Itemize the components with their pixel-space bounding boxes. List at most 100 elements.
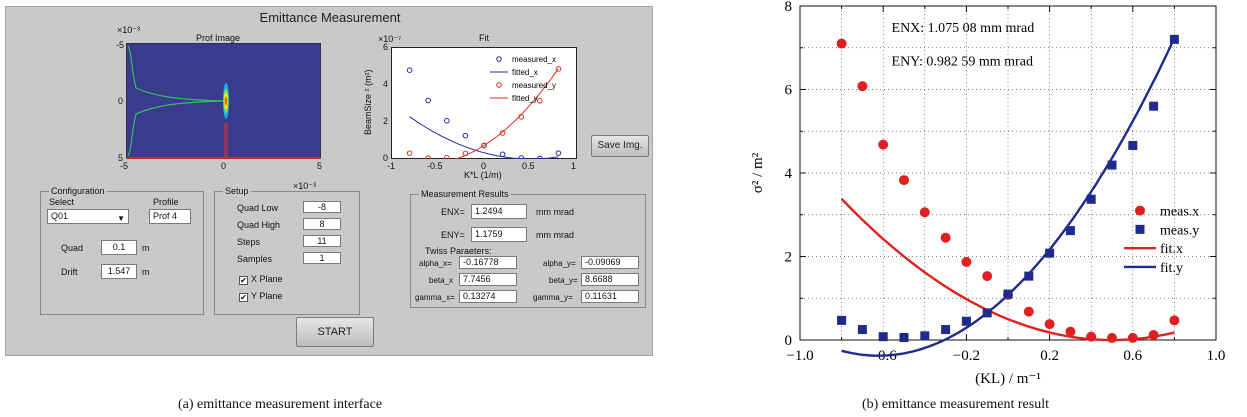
prof-y-tick: 0: [118, 96, 123, 106]
twiss-label: Twiss Paraeters:: [425, 246, 492, 256]
fit-x-tick: -1: [387, 161, 395, 171]
meas-y-point: [1170, 35, 1179, 44]
eny-label: ENY=: [441, 230, 465, 240]
legend-label: meas.x: [1160, 205, 1199, 220]
fit-x-tick: -0.5: [427, 161, 443, 171]
meas-x-point: [920, 207, 930, 217]
alpha-y-label: alpha_y=: [543, 259, 576, 268]
y-plane-checkbox[interactable]: ✔ Y Plane: [239, 291, 282, 302]
quad-high-field[interactable]: 8: [303, 218, 341, 230]
profile-label: Profile: [153, 197, 179, 207]
enx-unit: mm mrad: [536, 207, 574, 217]
quad-select-dropdown[interactable]: Q01 ▼: [47, 209, 129, 224]
beta-x-field: 7.7456: [459, 273, 517, 286]
meas-x-point: [961, 257, 971, 267]
beta-y-label: beta_y=: [549, 276, 578, 285]
legend-marker-meas-x: [1135, 206, 1145, 216]
steps-field[interactable]: 11: [303, 235, 341, 247]
x-tick-label: 0.6: [1123, 348, 1142, 364]
quad-length-field[interactable]: 0.1: [101, 240, 137, 255]
chevron-down-icon: ▼: [117, 212, 125, 224]
fit-xlabel: K*L (1/m): [464, 170, 502, 180]
legend-label: fit.y: [1160, 261, 1183, 276]
prof-image-title: Prof Image: [196, 33, 240, 43]
window-title: Emittance Measurement: [6, 10, 654, 25]
fit-legend-label: fitted_x: [512, 68, 538, 77]
x-plane-label: X Plane: [251, 274, 283, 284]
meas-x-point: [1149, 330, 1159, 340]
meas-y-point: [879, 332, 888, 341]
fit-title: Fit: [479, 33, 489, 43]
meas-y-point: [1066, 226, 1075, 235]
meas-y-point: [858, 325, 867, 334]
gamma-x-field: 0.13274: [459, 290, 517, 303]
meas-y-point: [962, 317, 971, 326]
measurement-results-group: Measurement Results ENX= 1.2494 mm mrad …: [410, 194, 646, 308]
fit-y-tick: 2: [383, 116, 388, 126]
legend-marker-meas-y: [1136, 225, 1145, 234]
legend-label: fit.x: [1160, 242, 1183, 257]
meas-x-point: [899, 175, 909, 185]
fit-y-tick: 6: [383, 42, 388, 52]
meas-x-point: [878, 140, 888, 150]
setup-group: Setup ×10⁻³ Quad Low -8 Quad High 8 Step…: [214, 191, 360, 315]
quad-unit: m: [142, 243, 150, 253]
check-icon: ✔: [239, 293, 248, 302]
fit-legend-label: fitted_y: [512, 94, 538, 103]
enx-annotation: ENX: 1.075 08 mm mrad: [892, 21, 1035, 36]
drift-length-field[interactable]: 1.547: [101, 264, 137, 279]
fit-x-line: [842, 199, 1175, 340]
quad-low-field[interactable]: -8: [303, 201, 341, 213]
fit-y-line: [842, 38, 1175, 356]
gamma-y-field: 0.11631: [581, 290, 639, 303]
start-button[interactable]: START: [296, 317, 374, 347]
eny-value-field: 1.1759: [471, 227, 527, 242]
steps-label: Steps: [237, 237, 260, 247]
alpha-y-field: -0.09069: [581, 256, 639, 269]
prof-image-exponent: ×10⁻³: [117, 25, 140, 36]
configuration-group: Configuration Select Q01 ▼ Profile Prof …: [40, 191, 204, 315]
profile-field[interactable]: Prof 4: [149, 209, 191, 224]
legend-label: meas.y: [1160, 223, 1199, 238]
fit-exponent: ×10⁻⁷: [378, 34, 401, 45]
alpha-x-field: -0.16778: [459, 256, 517, 269]
drift-label: Drift: [61, 267, 78, 277]
prof-y-tick: -5: [116, 40, 124, 50]
x-tick-label: −0.2: [953, 348, 980, 364]
meas-x-point: [1086, 332, 1096, 342]
meas-x-point: [1128, 333, 1138, 343]
meas-x-point: [1169, 315, 1179, 325]
quad-select-value: Q01: [51, 211, 68, 221]
meas-y-point: [900, 333, 909, 342]
y-tick-label: 6: [785, 83, 793, 99]
check-icon: ✔: [239, 276, 248, 285]
fit-x-tick: 1: [571, 161, 576, 171]
meas-y-point: [1087, 195, 1096, 204]
y-axis-label: σ² / m²: [750, 152, 766, 193]
fit-y-tick: 4: [383, 79, 388, 89]
y-tick-label: 0: [785, 333, 793, 349]
drift-unit: m: [142, 267, 150, 277]
samples-field[interactable]: 1: [303, 252, 341, 264]
meas-y-point: [1004, 290, 1013, 299]
meas-x-point: [837, 39, 847, 49]
x-tick-label: −1.0: [786, 348, 813, 364]
x-tick-label: 0.2: [1040, 348, 1059, 364]
y-tick-label: 2: [785, 250, 793, 266]
meas-y-point: [1108, 161, 1117, 170]
quad-label: Quad: [61, 243, 83, 253]
prof-x-tick: 0: [221, 161, 226, 171]
meas-x-point: [1065, 327, 1075, 337]
fit-plot-axes: measured_xfitted_xmeasured_yfitted_y: [391, 47, 577, 159]
x-tick-label: 1.0: [1207, 348, 1226, 364]
beta-x-label: beta_x: [429, 276, 453, 285]
meas-y-point: [1128, 141, 1137, 150]
x-plane-checkbox[interactable]: ✔ X Plane: [239, 274, 283, 285]
enx-value-field: 1.2494: [471, 204, 527, 219]
save-image-button[interactable]: Save Img.: [591, 135, 649, 157]
meas-y-point: [1149, 102, 1158, 111]
enx-label: ENX=: [441, 207, 465, 217]
meas-x-point: [1107, 333, 1117, 343]
meas-x-point: [1045, 319, 1055, 329]
